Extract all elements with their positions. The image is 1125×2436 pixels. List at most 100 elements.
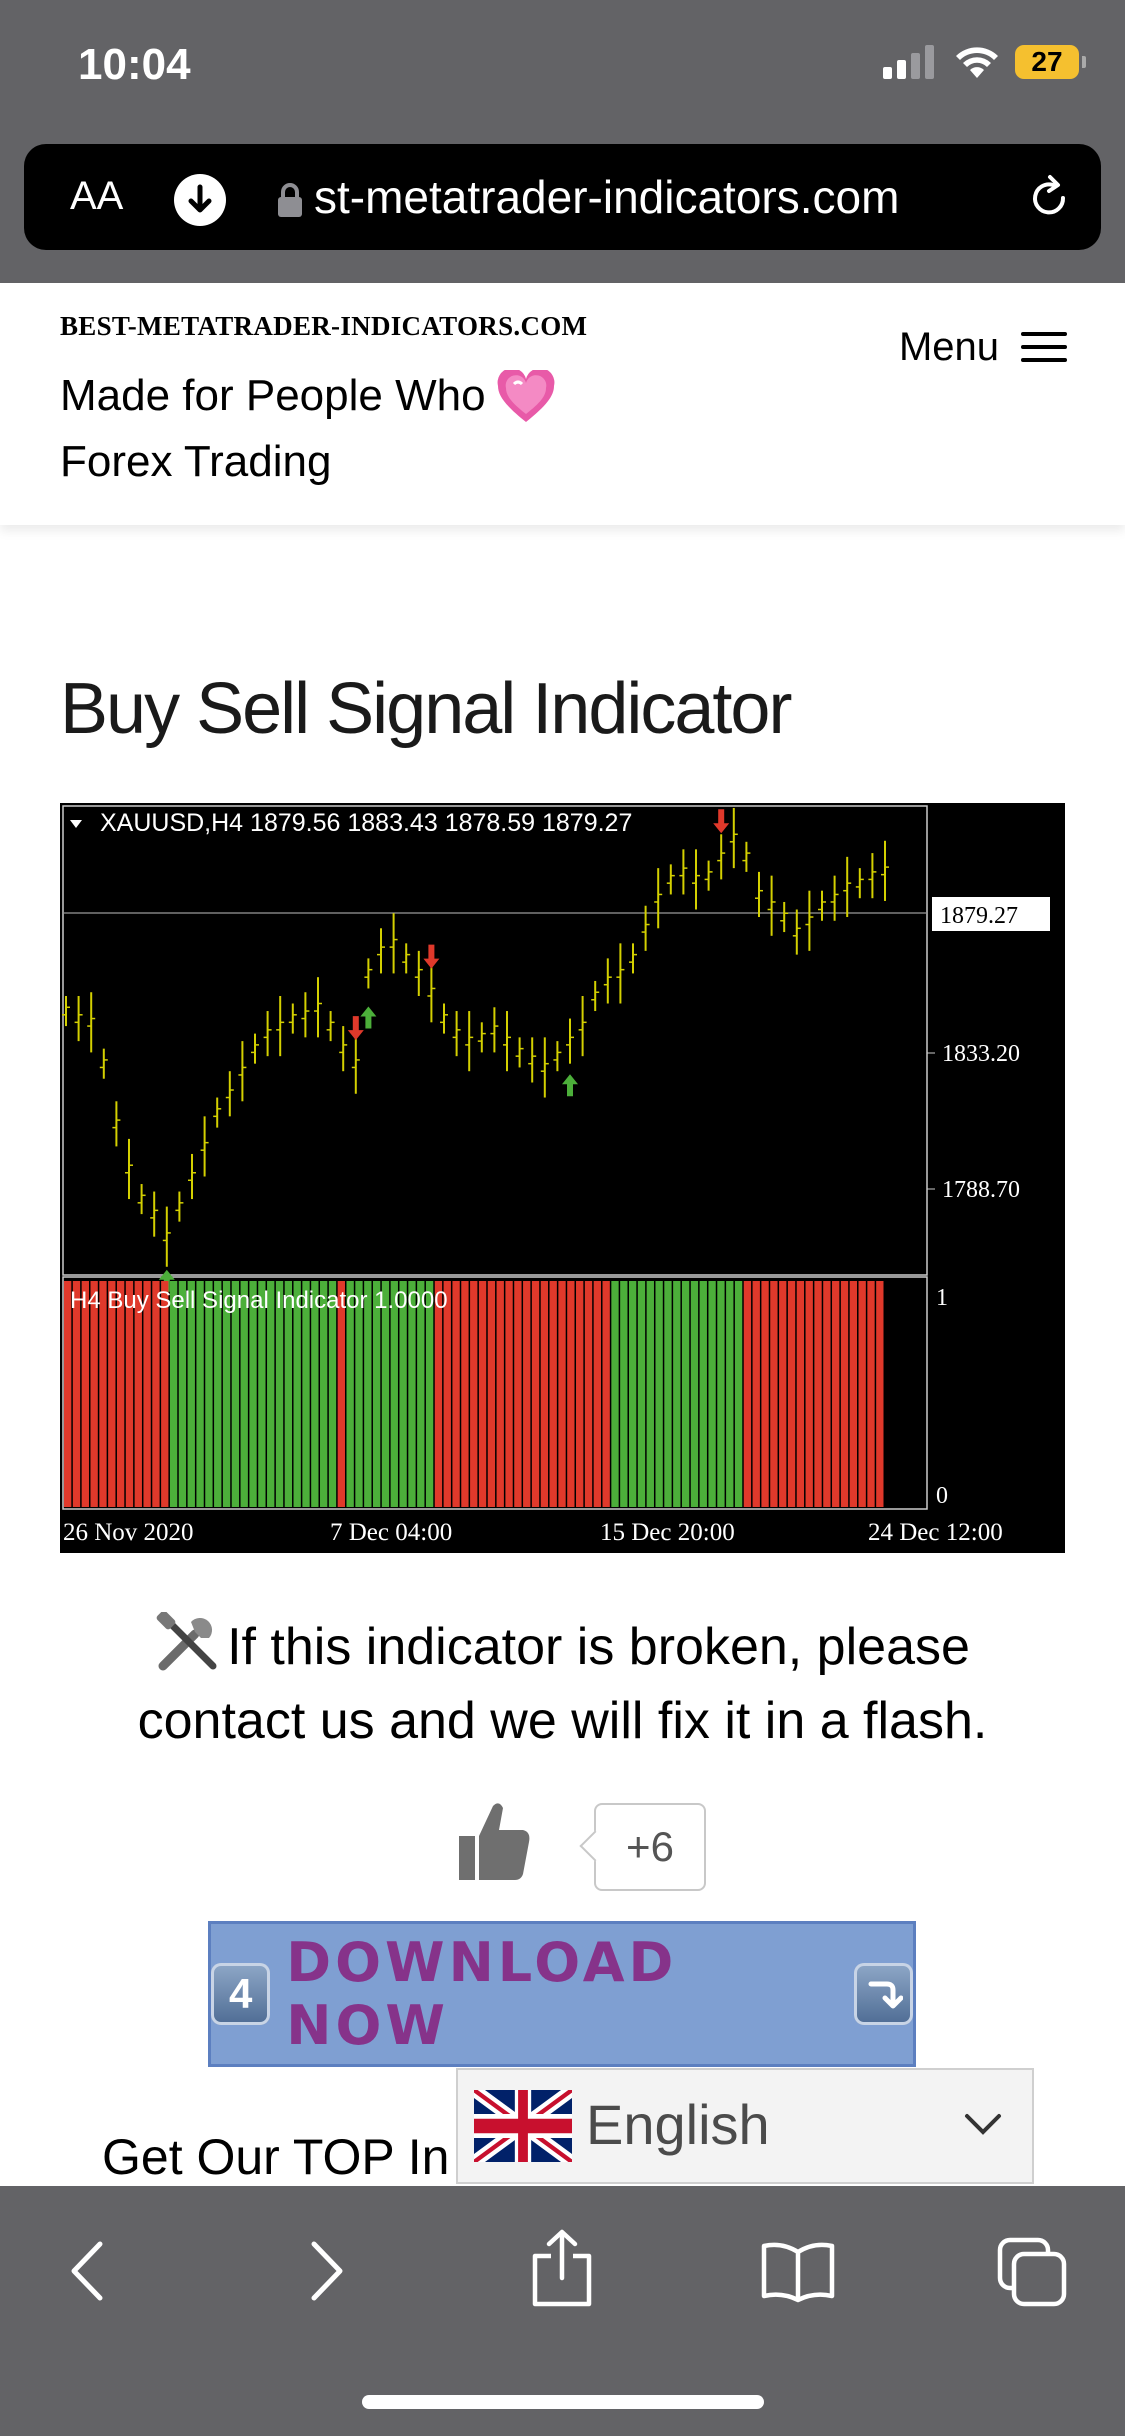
back-icon[interactable] [62, 2236, 112, 2306]
download-icon[interactable] [174, 174, 226, 226]
signal-histogram-bar [867, 1281, 875, 1507]
signal-histogram-bar [152, 1281, 160, 1507]
signal-histogram-bar [116, 1281, 125, 1507]
sell-arrow [713, 809, 730, 834]
signal-histogram-bar [690, 1281, 699, 1507]
chevron-down-icon [965, 2114, 1001, 2135]
home-indicator [362, 2395, 764, 2409]
signal-histogram-bar [81, 1281, 89, 1507]
forward-icon[interactable] [302, 2236, 352, 2306]
lock-icon [278, 183, 302, 217]
tagline-line-2: Forex Trading [60, 437, 332, 486]
thumbs-up-icon[interactable] [455, 1800, 531, 1886]
signal-histogram-bar [417, 1281, 425, 1507]
page-title: Buy Sell Signal Indicator [60, 669, 792, 749]
signal-histogram-bar [399, 1281, 407, 1507]
signal-histogram-bar [655, 1281, 663, 1507]
signal-histogram-bar [505, 1281, 513, 1507]
reload-icon[interactable] [1023, 172, 1075, 224]
signal-histogram-bar [726, 1281, 734, 1507]
language-selector[interactable]: English [456, 2068, 1034, 2184]
signal-histogram-bar [452, 1281, 460, 1507]
x-tick-1: 26 Nov 2020 [63, 1519, 194, 1546]
indicator-tick-1: 1 [936, 1285, 948, 1311]
arrow-down-icon [853, 1963, 913, 2025]
signal-histogram-bar [178, 1281, 187, 1507]
site-tagline: Made for People Who Forex Trading [60, 363, 620, 495]
signal-histogram-bar [628, 1281, 637, 1507]
signal-histogram-bar [161, 1281, 169, 1507]
y-tick-2: 1788.70 [942, 1177, 1020, 1203]
reader-settings-button[interactable]: AA [70, 174, 124, 218]
signal-histogram-bar [470, 1281, 478, 1507]
notice-line-2: contact us and we will fix it in a flash… [137, 1692, 988, 1750]
tools-icon [156, 1610, 217, 1671]
signal-histogram-bar [752, 1281, 760, 1507]
signal-histogram-bar [143, 1281, 151, 1507]
signal-histogram-bar [196, 1281, 204, 1507]
signal-histogram-bar [593, 1281, 602, 1507]
signal-histogram-bar [64, 1281, 72, 1507]
buy-arrow [360, 1006, 377, 1029]
signal-histogram-bar [814, 1281, 822, 1507]
signal-histogram-bar [699, 1281, 707, 1507]
signal-histogram-bar [134, 1281, 142, 1507]
signal-histogram-bar [346, 1281, 354, 1507]
url-text[interactable]: st-metatrader-indicators.com [314, 171, 900, 223]
broken-notice: If this indicator is broken, please cont… [60, 1610, 1065, 1758]
signal-histogram-bar [558, 1281, 566, 1507]
signal-histogram-bar [673, 1281, 681, 1507]
address-bar[interactable]: AA st-metatrader-indicators.com [24, 144, 1101, 250]
signal-histogram-bar [796, 1281, 805, 1507]
signal-histogram-bar [328, 1281, 337, 1507]
notice-line-1: If this indicator is broken, please [227, 1618, 970, 1676]
site-brand[interactable]: BEST-METATRADER-INDICATORS.COM [60, 311, 588, 341]
signal-histogram-bar [443, 1281, 451, 1507]
signal-histogram-bar [646, 1281, 654, 1507]
signal-histogram-bar [390, 1281, 398, 1507]
indicator-tick-0: 0 [936, 1483, 948, 1509]
signal-histogram-bar [434, 1281, 443, 1507]
sell-arrow [423, 944, 440, 969]
signal-histogram-bar [293, 1281, 301, 1507]
buy-arrow [158, 1269, 175, 1292]
signal-histogram-bar [717, 1281, 725, 1507]
signal-histogram-bar [779, 1281, 787, 1507]
bookmarks-icon[interactable] [760, 2240, 836, 2304]
signal-histogram-bar [372, 1281, 381, 1507]
signal-histogram-bar [531, 1281, 540, 1507]
uk-flag-icon [474, 2090, 572, 2162]
signal-histogram-bar [364, 1281, 372, 1507]
status-time: 10:04 [78, 40, 191, 89]
share-icon[interactable] [527, 2228, 597, 2308]
safari-bottom-toolbar [0, 2186, 1125, 2436]
signal-histogram-bar [302, 1281, 310, 1507]
signal-histogram-bar [620, 1281, 628, 1507]
signal-histogram-bar [320, 1281, 328, 1507]
signal-histogram-bar [523, 1281, 531, 1507]
download-now-button[interactable]: 4 DOWNLOAD NOW [208, 1921, 916, 2067]
signal-histogram-bar [681, 1281, 690, 1507]
signal-histogram-bar [108, 1281, 116, 1507]
signal-histogram-bar [249, 1281, 257, 1507]
signal-histogram-bar [267, 1281, 275, 1507]
status-bar: 10:04 27 [0, 0, 1125, 140]
wifi-icon [956, 47, 998, 78]
signal-icon [883, 45, 934, 79]
signal-histogram-bar [99, 1281, 107, 1507]
signal-histogram-bar [311, 1281, 319, 1507]
x-tick-4: 24 Dec 12:00 [868, 1519, 1003, 1546]
tabs-icon[interactable] [996, 2236, 1068, 2308]
signal-histogram-bar [187, 1281, 195, 1507]
heart-icon [497, 370, 554, 423]
status-icons: 27 [883, 44, 1086, 80]
signal-histogram-bar [708, 1281, 716, 1507]
signal-histogram-bar [743, 1281, 752, 1507]
menu-button[interactable]: Menu [899, 323, 1067, 371]
signal-histogram-bar [72, 1281, 81, 1507]
signal-histogram-bar [849, 1281, 858, 1507]
signal-histogram-bar [496, 1281, 504, 1507]
signal-histogram-bar [549, 1281, 557, 1507]
sell-arrow [347, 1016, 364, 1041]
signal-histogram-bar [275, 1281, 284, 1507]
